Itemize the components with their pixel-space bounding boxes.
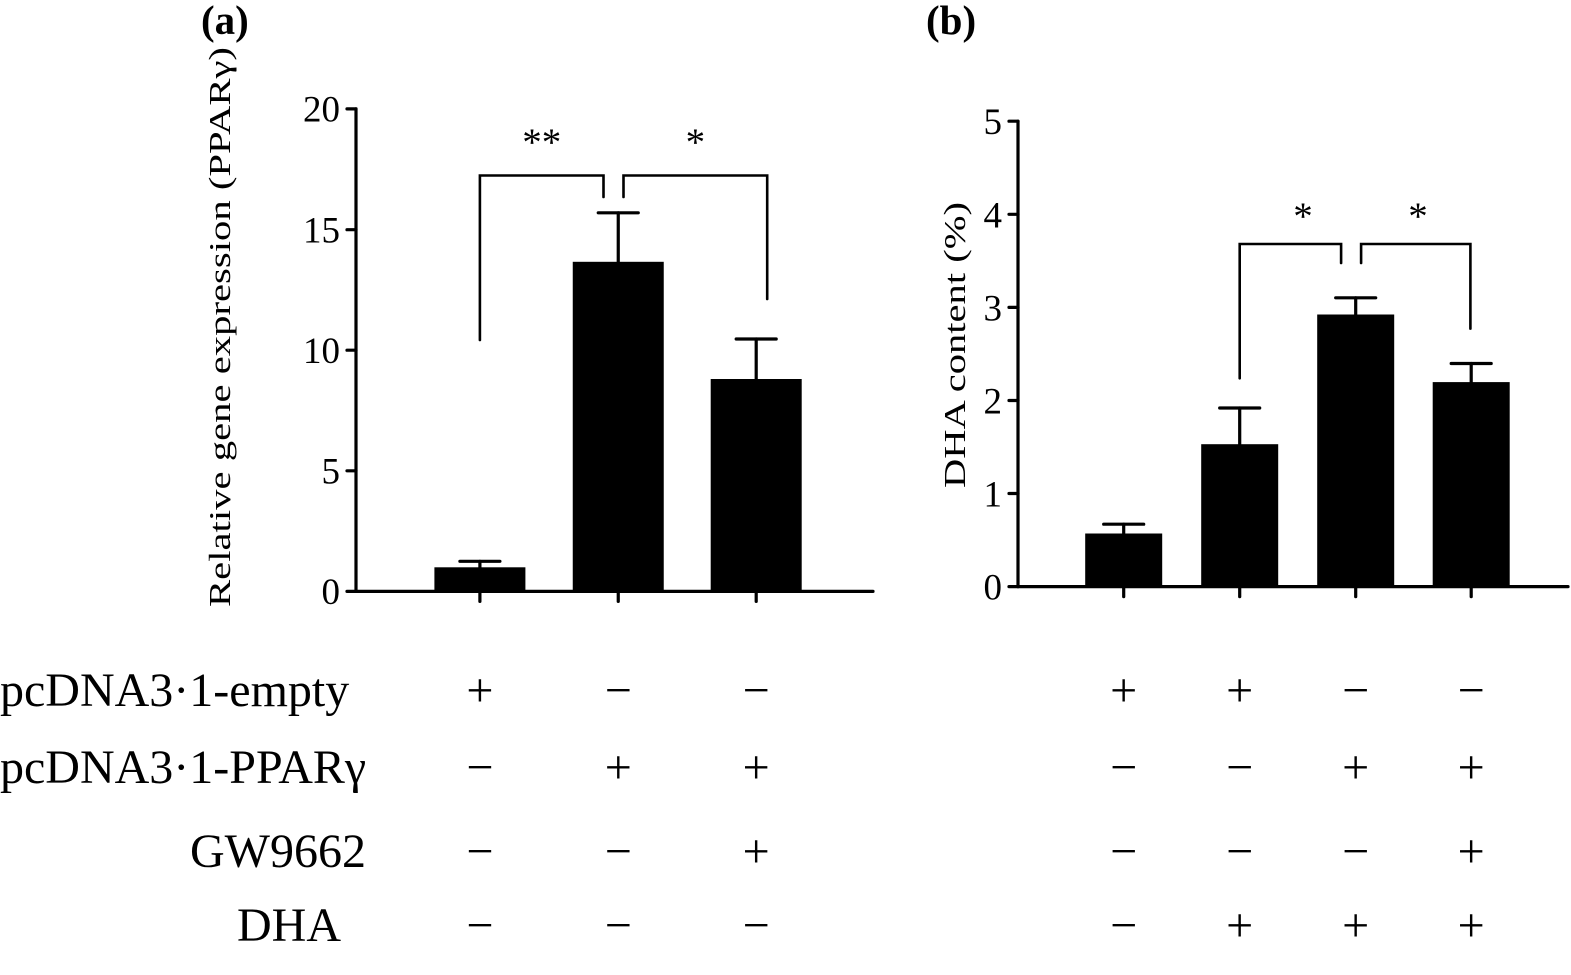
svg-text:15: 15 — [303, 210, 340, 251]
svg-text:*: * — [1408, 195, 1428, 238]
svg-text:−: − — [1458, 664, 1485, 717]
svg-text:−: − — [1110, 825, 1137, 878]
svg-text:10: 10 — [303, 331, 340, 372]
svg-text:−: − — [1226, 825, 1253, 878]
svg-text:5: 5 — [984, 102, 1003, 143]
svg-text:2: 2 — [984, 382, 1003, 423]
svg-text:1: 1 — [984, 475, 1003, 516]
svg-text:*: * — [1293, 195, 1313, 238]
svg-text:−: − — [1342, 664, 1369, 717]
svg-text:GW9662: GW9662 — [190, 825, 366, 878]
svg-text:−: − — [743, 899, 770, 952]
svg-text:+: + — [605, 741, 632, 794]
svg-text:+: + — [1342, 741, 1369, 794]
svg-text:−: − — [605, 825, 632, 878]
svg-text:−: − — [605, 664, 632, 717]
svg-text:−: − — [1226, 741, 1253, 794]
svg-text:−: − — [1110, 899, 1137, 952]
svg-text:−: − — [743, 664, 770, 717]
svg-text:4: 4 — [984, 195, 1003, 236]
svg-text:DHA: DHA — [237, 899, 341, 952]
svg-text:*: * — [686, 121, 706, 164]
svg-text:pcDNA3·1-PPARγ: pcDNA3·1-PPARγ — [0, 741, 366, 794]
svg-text:**: ** — [522, 121, 561, 164]
svg-text:−: − — [466, 899, 493, 952]
svg-text:+: + — [1458, 741, 1485, 794]
svg-text:+: + — [1342, 899, 1369, 952]
svg-text:+: + — [743, 825, 770, 878]
svg-text:−: − — [466, 825, 493, 878]
svg-text:pcDNA3·1-empty: pcDNA3·1-empty — [0, 664, 349, 717]
svg-text:−: − — [1342, 825, 1369, 878]
svg-text:0: 0 — [322, 572, 341, 613]
svg-text:−: − — [605, 899, 632, 952]
svg-text:DHA content (%): DHA content (%) — [937, 202, 972, 488]
svg-text:5: 5 — [322, 451, 341, 492]
svg-text:20: 20 — [303, 90, 340, 131]
svg-text:+: + — [1458, 899, 1485, 952]
svg-text:(b): (b) — [926, 0, 976, 43]
svg-text:+: + — [1226, 899, 1253, 952]
svg-text:+: + — [1458, 825, 1485, 878]
svg-text:Relative gene expression (PPAR: Relative gene expression (PPARγ) — [202, 47, 237, 607]
svg-text:0: 0 — [984, 568, 1003, 609]
svg-text:−: − — [466, 741, 493, 794]
svg-text:(a): (a) — [201, 0, 249, 43]
svg-text:+: + — [1226, 664, 1253, 717]
svg-text:+: + — [743, 741, 770, 794]
svg-text:+: + — [1110, 664, 1137, 717]
svg-text:−: − — [1110, 741, 1137, 794]
svg-text:3: 3 — [984, 288, 1003, 329]
svg-text:+: + — [466, 664, 493, 717]
